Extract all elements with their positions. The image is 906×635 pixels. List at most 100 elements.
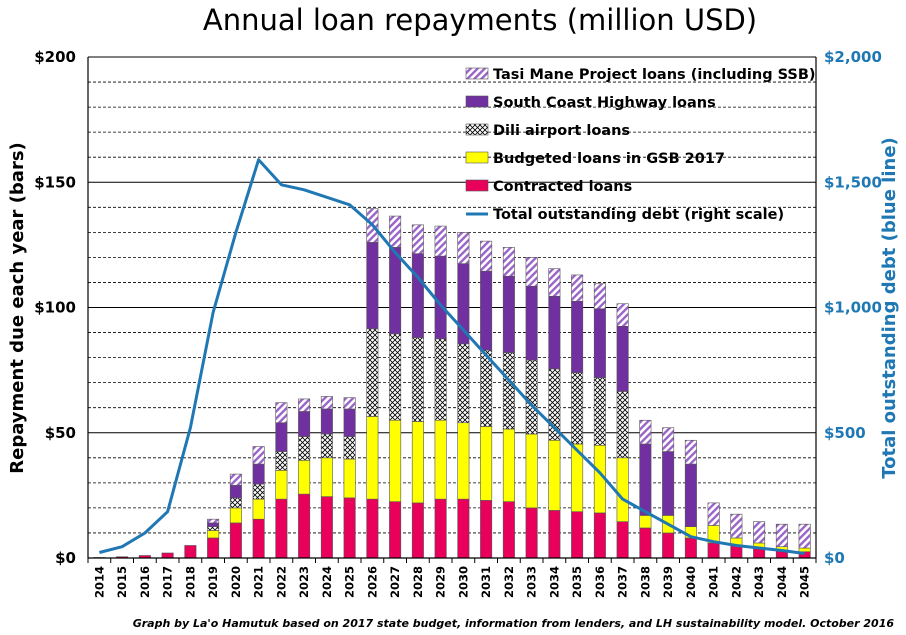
bar-tasi-mane-2024 <box>320 396 333 410</box>
legend-label: Contracted loans <box>493 179 632 195</box>
legend-label: Tasi Mane Project loans (including SSB) <box>493 67 816 83</box>
bar-contracted-2028 <box>411 502 424 559</box>
bar-south-coast-2036 <box>593 308 606 378</box>
bar-tasi-mane-2044 <box>775 523 788 548</box>
x-tick-label: 2043 <box>752 566 766 598</box>
bar-south-coast-2020 <box>229 485 242 499</box>
right-tick-label: $0 <box>824 549 845 567</box>
bar-budgeted-2030 <box>457 422 470 500</box>
bar-contracted-2037 <box>616 521 629 559</box>
bar-south-coast-2023 <box>298 411 311 437</box>
y-axis-label-left: Repayment due each year (bars) <box>7 142 28 474</box>
bar-budgeted-2029 <box>434 419 447 500</box>
bar-contracted-2031 <box>480 500 493 559</box>
right-tick-label: $1,500 <box>824 173 882 191</box>
x-tick-label: 2039 <box>661 566 675 598</box>
legend-swatch <box>465 179 489 192</box>
bar-contracted-2018 <box>184 545 197 559</box>
x-tick-label: 2042 <box>729 566 743 598</box>
legend-label: Dili airport loans <box>493 123 630 139</box>
bar-contracted-2039 <box>662 532 675 559</box>
legend-swatch <box>465 123 489 136</box>
bar-contracted-2032 <box>502 501 515 559</box>
bar-tasi-mane-2029 <box>434 225 447 257</box>
bar-tasi-mane-2039 <box>662 427 675 452</box>
bar-south-coast-2031 <box>480 270 493 351</box>
bar-tasi-mane-2022 <box>275 402 288 424</box>
bar-south-coast-2022 <box>275 422 288 452</box>
bar-budgeted-2031 <box>480 426 493 501</box>
bar-budgeted-2045 <box>798 547 811 553</box>
x-tick-label: 2027 <box>388 566 402 598</box>
right-tick-label: $2,000 <box>824 48 882 66</box>
bar-south-coast-2021 <box>252 463 265 485</box>
bar-budgeted-2037 <box>616 457 629 522</box>
bar-tasi-mane-2028 <box>411 224 424 254</box>
x-tick-label: 2023 <box>297 566 311 598</box>
bar-dili-airport-2021 <box>252 483 265 500</box>
bar-south-coast-2027 <box>389 247 402 335</box>
bar-tasi-mane-2034 <box>548 268 561 297</box>
bar-south-coast-2019 <box>207 522 220 527</box>
bar-contracted-2025 <box>343 497 356 559</box>
bar-dili-airport-2024 <box>320 433 333 459</box>
bar-dili-airport-2019 <box>207 526 220 531</box>
bar-budgeted-2023 <box>298 460 311 495</box>
chart-caption: Graph by La'o Hamutuk based on 2017 stat… <box>133 617 895 630</box>
bar-south-coast-2038 <box>639 443 652 516</box>
left-tick-label: $0 <box>55 549 76 567</box>
x-tick-label: 2034 <box>547 566 561 598</box>
bar-dili-airport-2032 <box>502 352 515 430</box>
bar-dili-airport-2027 <box>389 333 402 421</box>
left-tick-label: $200 <box>34 48 76 66</box>
bar-contracted-2029 <box>434 498 447 559</box>
x-tick-label: 2017 <box>161 566 175 598</box>
x-tick-label: 2025 <box>343 566 357 598</box>
x-tick-label: 2018 <box>183 566 197 598</box>
bar-tasi-mane-2027 <box>389 215 402 248</box>
bar-tasi-mane-2030 <box>457 232 470 264</box>
x-tick-label: 2020 <box>229 566 243 598</box>
bar-budgeted-2019 <box>207 530 220 539</box>
x-tick-label: 2032 <box>502 566 516 598</box>
bar-contracted-2024 <box>320 496 333 559</box>
bar-dili-airport-2023 <box>298 436 311 461</box>
x-tick-label: 2033 <box>525 566 539 598</box>
right-axis-ticks: $0 $500 $1,000 $1,500 $2,000 <box>824 48 882 567</box>
bar-tasi-mane-2031 <box>480 240 493 272</box>
x-tick-label: 2021 <box>252 566 266 598</box>
legend-swatch <box>465 151 489 164</box>
bar-tasi-mane-2023 <box>298 398 311 412</box>
bar-budgeted-2025 <box>343 458 356 499</box>
bar-contracted-2022 <box>275 498 288 559</box>
x-tick-label: 2044 <box>775 566 789 598</box>
x-tick-label: 2041 <box>707 566 721 598</box>
bar-budgeted-2021 <box>252 498 265 520</box>
bar-south-coast-2034 <box>548 295 561 370</box>
bar-budgeted-2026 <box>366 416 379 500</box>
bars <box>93 208 811 559</box>
x-tick-label: 2038 <box>638 566 652 598</box>
x-axis-ticks: 2014 2015 2016 2017 2018 2019 2020 2021 2022 2023… <box>92 566 811 598</box>
bar-tasi-mane-2032 <box>502 247 515 277</box>
bar-dili-airport-2033 <box>525 359 538 435</box>
bar-contracted-2027 <box>389 501 402 559</box>
right-tick-label: $500 <box>824 424 866 442</box>
bar-contracted-2034 <box>548 510 561 559</box>
bar-contracted-2017 <box>161 552 174 559</box>
bar-dili-airport-2025 <box>343 436 356 460</box>
bar-tasi-mane-2040 <box>684 439 697 465</box>
bar-contracted-2040 <box>684 537 697 559</box>
bar-tasi-mane-2025 <box>343 397 356 410</box>
bar-budgeted-2028 <box>411 421 424 504</box>
x-tick-label: 2028 <box>411 566 425 598</box>
x-tick-label: 2045 <box>798 566 812 598</box>
bar-budgeted-2034 <box>548 439 561 511</box>
legend-swatch <box>465 67 489 80</box>
left-tick-label: $100 <box>34 299 76 317</box>
bar-budgeted-2022 <box>275 470 288 500</box>
bar-contracted-2020 <box>229 522 242 559</box>
x-tick-label: 2036 <box>593 566 607 598</box>
bar-contracted-2023 <box>298 493 311 559</box>
bar-contracted-2035 <box>571 511 584 559</box>
